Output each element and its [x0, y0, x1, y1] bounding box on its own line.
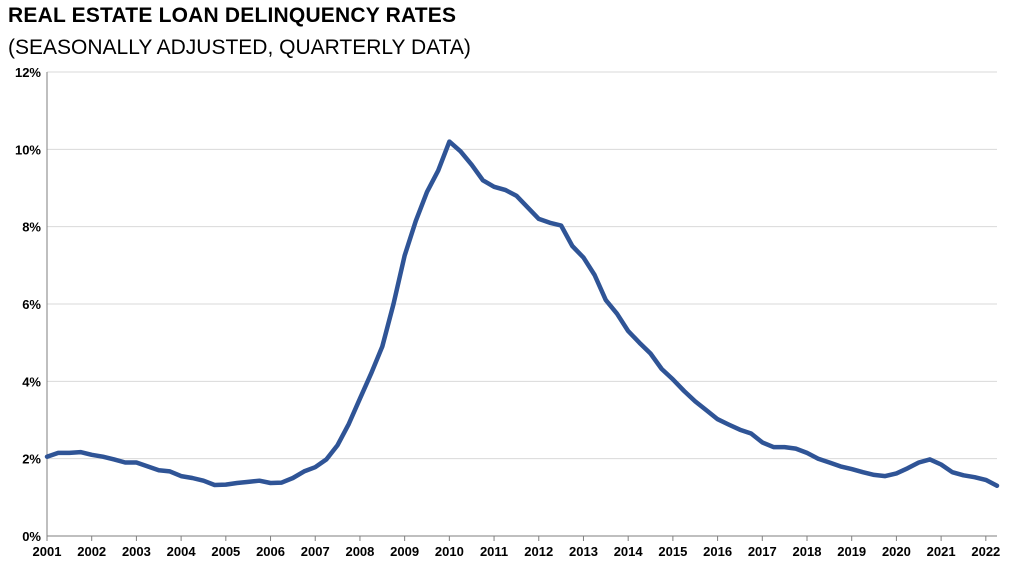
y-tick-labels: 0% 2% 4% 6% 8% 10% 12%	[15, 65, 41, 544]
x-tick-label: 2010	[435, 544, 464, 559]
y-tick-label: 10%	[15, 142, 41, 157]
series-line	[44, 139, 1000, 488]
grid-lines	[47, 71, 997, 460]
chart-title: REAL ESTATE LOAN DELINQUENCY RATES	[8, 4, 457, 27]
x-tick-label: 2004	[167, 544, 197, 559]
x-tick-label: 2012	[524, 544, 553, 559]
x-tick-label: 2008	[345, 544, 374, 559]
x-tick-label: 2009	[390, 544, 419, 559]
y-tick-label: 2%	[22, 452, 41, 467]
x-tick-label: 2018	[793, 544, 822, 559]
x-tick-label: 2003	[122, 544, 151, 559]
series-layer	[44, 139, 1000, 488]
x-tick-label: 2005	[211, 544, 240, 559]
x-tick-label: 2019	[837, 544, 866, 559]
x-tick-label: 2011	[480, 544, 508, 559]
y-tick-label: 0%	[22, 529, 41, 544]
x-tick-label: 2021	[927, 544, 956, 559]
y-tick-label: 8%	[22, 220, 41, 235]
y-tick-label: 6%	[22, 297, 41, 312]
x-tick-label: 2016	[703, 544, 732, 559]
x-tick-label: 2013	[569, 544, 598, 559]
y-tick-label: 4%	[22, 374, 41, 389]
x-tick-label: 2017	[748, 544, 777, 559]
x-tick-labels: 2001 2002 2003 2004 2005 2006 2007 2008 2009 2010…	[33, 544, 1001, 559]
x-tick-label: 2020	[882, 544, 911, 559]
x-tick-label: 2001	[33, 544, 62, 559]
x-tick-label: 2007	[301, 544, 330, 559]
x-tick-label: 2015	[658, 544, 687, 559]
x-tick-label: 2006	[256, 544, 285, 559]
x-tick-label: 2014	[614, 544, 644, 559]
y-tick-label: 12%	[15, 65, 41, 80]
chart-subtitle: (SEASONALLY ADJUSTED, QUARTERLY DATA)	[8, 36, 471, 59]
x-tick-label: 2002	[77, 544, 106, 559]
x-tick-label: 2022	[971, 544, 1000, 559]
